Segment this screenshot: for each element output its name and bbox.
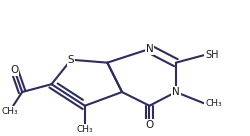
Text: CH₃: CH₃	[1, 107, 18, 116]
Text: S: S	[68, 55, 74, 65]
Text: O: O	[145, 120, 154, 130]
Text: N: N	[172, 87, 180, 97]
Text: SH: SH	[205, 50, 219, 60]
Text: CH₃: CH₃	[76, 125, 93, 134]
Text: O: O	[10, 64, 18, 75]
Text: N: N	[146, 44, 153, 54]
Text: CH₃: CH₃	[205, 99, 222, 108]
